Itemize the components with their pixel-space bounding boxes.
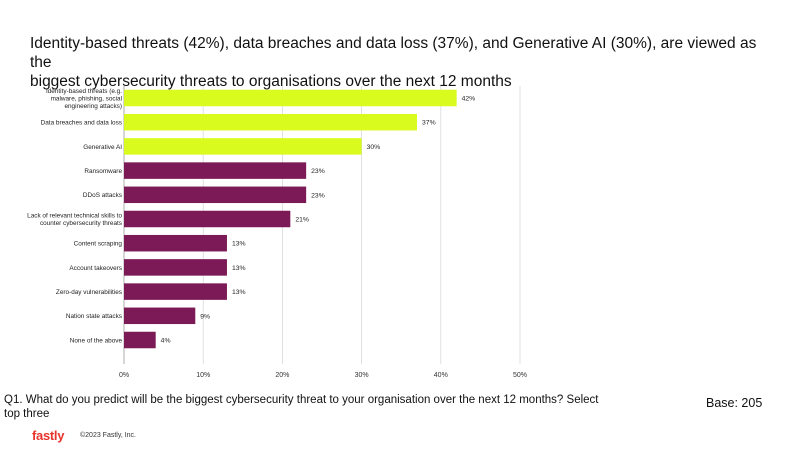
copyright-text: ©2023 Fastly, Inc.: [80, 432, 136, 439]
x-tick-label-40: 40%: [434, 372, 448, 379]
category-label-8: Zero-day vulnerabilities: [56, 289, 122, 296]
category-label-10: None of the above: [70, 337, 123, 344]
bar-9: [124, 307, 196, 325]
bar-4: [124, 186, 307, 204]
category-label-line: Identity-based threats (e.g.: [46, 88, 122, 95]
category-label-line: malware, phishing, social: [51, 95, 122, 102]
data-label-8: 13%: [232, 289, 246, 296]
category-label-9: Nation state attacks: [66, 313, 122, 320]
category-label-0: Identity-based threats (e.g. malware, phi…: [46, 88, 122, 110]
x-tick-label-30: 30%: [355, 372, 369, 379]
data-label-9: 9%: [200, 313, 210, 320]
fastly-logo: fastly: [32, 428, 65, 443]
category-label-2: Generative AI: [83, 144, 122, 151]
x-tick-label-10: 10%: [196, 372, 210, 379]
category-label-line: None of the above: [70, 337, 123, 344]
category-label-7: Account takeovers: [69, 265, 122, 272]
category-label-line: Ransomware: [84, 168, 122, 175]
x-tick-label-0: 0%: [119, 372, 129, 379]
data-label-10: 4%: [161, 338, 171, 345]
chart-title: Identity-based threats (42%), data breac…: [30, 34, 780, 91]
x-tick-label-50: 50%: [513, 372, 527, 379]
footnote-line-1: Q1. What do you predict will be the bigg…: [4, 394, 599, 406]
category-label-3: Ransomware: [84, 168, 122, 175]
data-label-4: 23%: [311, 192, 325, 199]
category-label-line: Lack of relevant technical skills to: [27, 213, 122, 220]
bar-2: [124, 138, 362, 155]
category-label-1: Data breaches and data loss: [41, 120, 122, 127]
footnote-line-2: top three: [4, 408, 50, 420]
category-label-line: counter cybersecurity threats: [40, 220, 122, 227]
bar-6: [124, 234, 227, 252]
data-label-6: 13%: [232, 241, 246, 248]
category-label-5: Lack of relevant technical skills to coun…: [27, 213, 122, 228]
data-label-0: 42%: [462, 96, 476, 103]
data-label-1: 37%: [422, 120, 436, 127]
bar-7: [124, 259, 227, 276]
category-label-line: Nation state attacks: [66, 313, 122, 320]
category-label-line: DDoS attacks: [83, 192, 122, 199]
bar-0: [124, 89, 457, 107]
category-label-line: Generative AI: [83, 144, 122, 151]
chart-title-line-1: Identity-based threats (42%), data breac…: [30, 35, 757, 71]
category-label-line: engineering attacks): [64, 103, 122, 110]
category-label-line: Content scraping: [74, 241, 123, 248]
bar-1: [124, 113, 418, 131]
survey-question-footnote: Q1. What do you predict will be the bigg…: [4, 393, 644, 421]
data-label-5: 21%: [295, 217, 309, 224]
bar-8: [124, 283, 227, 300]
x-tick-label-20: 20%: [275, 372, 289, 379]
category-label-line: Data breaches and data loss: [41, 120, 122, 127]
data-label-3: 23%: [311, 168, 325, 175]
bar-5: [124, 210, 291, 228]
chart-title-line-2: biggest cybersecurity threats to organis…: [30, 73, 512, 90]
category-label-line: Account takeovers: [69, 265, 122, 272]
bar-10: [124, 331, 156, 349]
category-label-line: Zero-day vulnerabilities: [56, 289, 122, 296]
base-size-label: Base: 205: [706, 396, 763, 410]
data-label-7: 13%: [232, 265, 246, 272]
bar-3: [124, 162, 307, 179]
category-label-4: DDoS attacks: [83, 192, 122, 199]
data-label-2: 30%: [367, 144, 381, 151]
category-label-6: Content scraping: [74, 241, 123, 248]
